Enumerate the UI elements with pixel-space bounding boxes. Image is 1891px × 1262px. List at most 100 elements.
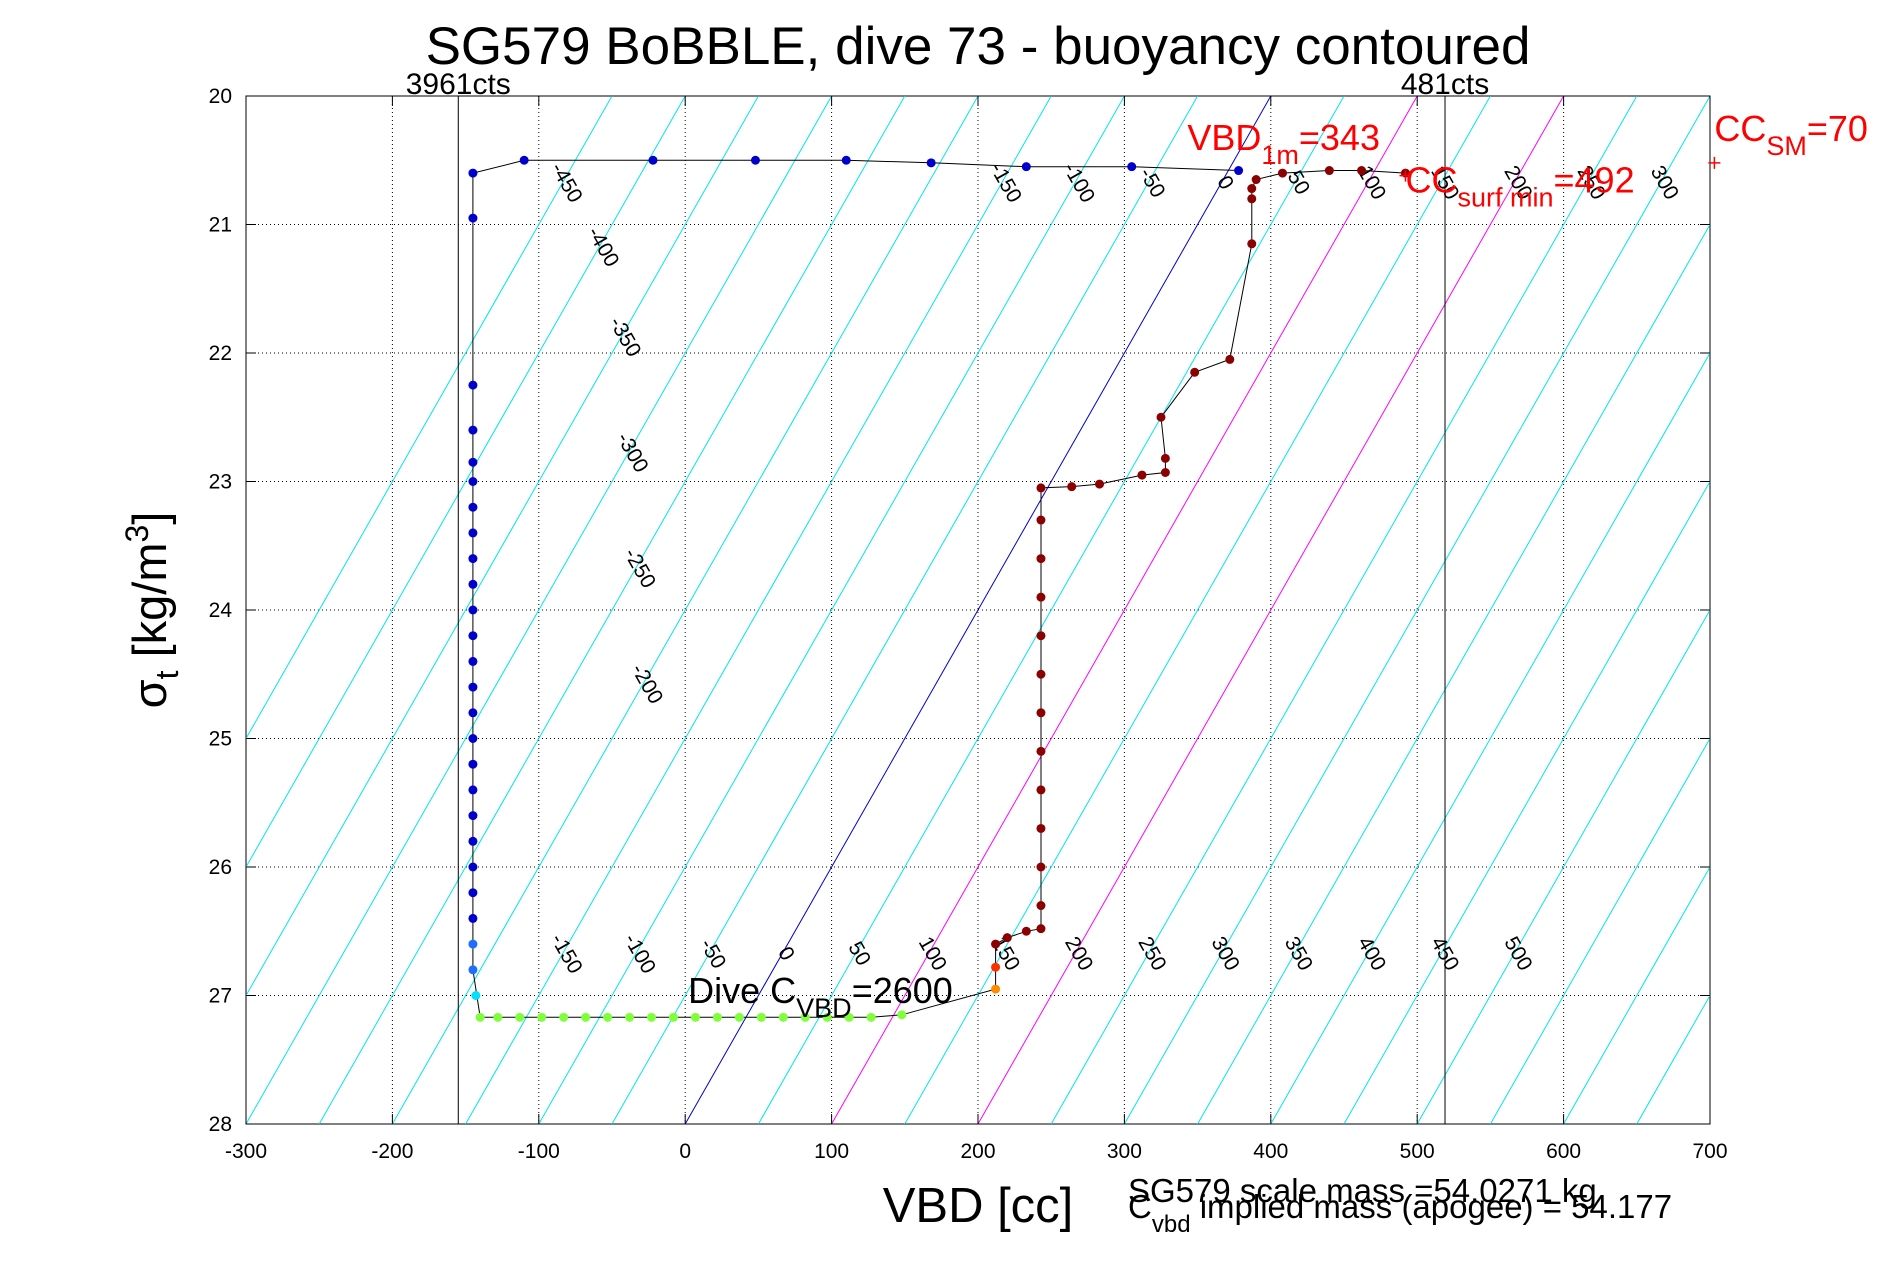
bottom-point: [668, 1012, 678, 1022]
x-tick-label: -200: [371, 1140, 413, 1163]
contour-line: [1343, 480, 1710, 1124]
climb-point: [1278, 168, 1288, 178]
climb-point: [1247, 184, 1257, 194]
y-tick-label: 21: [209, 214, 232, 237]
annotation-sub: surf min: [1457, 182, 1553, 212]
climb-point: [1036, 554, 1046, 564]
climb-point: [1036, 515, 1046, 525]
data-points: [468, 155, 1410, 1022]
annotation-main: Dive C: [688, 970, 796, 1011]
x-tick-label: 200: [960, 1140, 995, 1163]
y-axis-label: σt [kg/m3]: [119, 512, 185, 709]
dive-point: [519, 155, 529, 165]
climb-point: [1160, 468, 1170, 478]
dive-point: [468, 939, 478, 949]
bottom-point: [897, 1010, 907, 1020]
climb-point: [1251, 175, 1261, 185]
bottom-point: [756, 1012, 766, 1022]
climb-point: [1036, 669, 1046, 679]
count-lines: 3961cts 481cts: [406, 68, 1489, 1124]
y-tick-label: 20: [209, 85, 232, 108]
bottom-point: [475, 1012, 485, 1022]
annotation-vbd1m: VBD1m=343: [1187, 117, 1380, 170]
climb-point: [991, 984, 1001, 994]
climb-point: [1095, 479, 1105, 489]
count-label: 3961cts: [406, 68, 511, 101]
buoyancy-contours: [246, 96, 1710, 1124]
dive-point: [468, 380, 478, 390]
annotation-divecvbd: Dive CVBD=2600: [688, 970, 953, 1023]
y-axis-label-main: σ: [123, 679, 176, 708]
bottom-point: [559, 1012, 569, 1022]
dive-point: [1127, 162, 1137, 172]
annotation-value: =2600: [852, 970, 953, 1011]
climb-point: [1021, 926, 1031, 936]
dive-point: [468, 965, 478, 975]
x-tick-label: 100: [814, 1140, 849, 1163]
climb-point: [1247, 239, 1257, 249]
footer-scale-mass: SG579 scale mass =54.0271 kg: [1128, 1172, 1597, 1209]
dive-point: [468, 759, 478, 769]
contour-line: [1270, 351, 1710, 1124]
dive-point: [926, 158, 936, 168]
x-tick-label: -300: [225, 1140, 267, 1163]
contour-line: [538, 96, 1125, 1124]
annotation-sub: SM: [1766, 131, 1807, 161]
cc-marker: [1399, 169, 1412, 182]
bottom-point: [800, 1012, 810, 1022]
dive-point: [468, 579, 478, 589]
climb-point: [1190, 367, 1200, 377]
count-label: 481cts: [1401, 68, 1489, 101]
annotation-sub: 1m: [1261, 140, 1299, 170]
y-axis-label-end: ]: [123, 512, 176, 525]
climb-point: [1036, 901, 1046, 911]
contour-line: [977, 96, 1565, 1124]
bottom-point: [844, 1012, 854, 1022]
x-tick-label: 500: [1400, 1140, 1435, 1163]
contour-line: [1489, 737, 1710, 1124]
bottom-point: [625, 1012, 635, 1022]
dive-point: [468, 528, 478, 538]
y-tick-label: 22: [209, 342, 232, 365]
x-axis-label: VBD [cc]: [883, 1179, 1074, 1233]
dive-point: [468, 425, 478, 435]
dive-point: [468, 811, 478, 821]
climb-point: [1324, 166, 1334, 176]
contour-line: [1416, 608, 1710, 1124]
dive-point: [750, 155, 760, 165]
annotation-ccsm: CCSM=70: [1714, 108, 1868, 161]
climb-point: [1036, 823, 1046, 833]
dive-point: [841, 155, 851, 165]
dive-point: [468, 213, 478, 223]
climb-point: [1036, 924, 1046, 934]
bottom-point: [778, 1012, 788, 1022]
contour-line: [391, 96, 979, 1124]
x-tick-label: 600: [1546, 1140, 1581, 1163]
cc-marker: [1708, 156, 1721, 169]
dive-point: [648, 155, 658, 165]
annotation-value: =70: [1807, 108, 1868, 149]
annotation-main: VBD: [1187, 117, 1261, 158]
dive-point: [468, 836, 478, 846]
contour-line: [246, 96, 613, 740]
bottom-point: [581, 1012, 591, 1022]
climb-point: [1002, 933, 1012, 943]
bottom-point: [537, 1012, 547, 1022]
climb-point: [1067, 482, 1077, 492]
contour-line: [757, 96, 1345, 1124]
x-tick-label: 0: [679, 1140, 691, 1163]
dive-point: [468, 605, 478, 615]
axis-ticks: -300 -200 -100 0 100 200 300 400 500 600 700 20 21 22…: [209, 85, 1728, 1163]
footer-implied-rest: implied mass (apogee) = 54.177: [1191, 1188, 1673, 1225]
y-tick-label: 26: [209, 856, 232, 879]
climb-point: [1357, 166, 1367, 176]
dive-point: [468, 734, 478, 743]
y-axis-label-sub: t: [149, 670, 185, 679]
bottom-point: [515, 1012, 525, 1022]
bottom-point: [603, 1012, 613, 1022]
dive-point: [468, 477, 478, 486]
y-axis-label-rest: [kg/m: [123, 542, 176, 670]
annotation-value: =492: [1554, 159, 1635, 200]
bottom-point: [647, 1012, 657, 1022]
